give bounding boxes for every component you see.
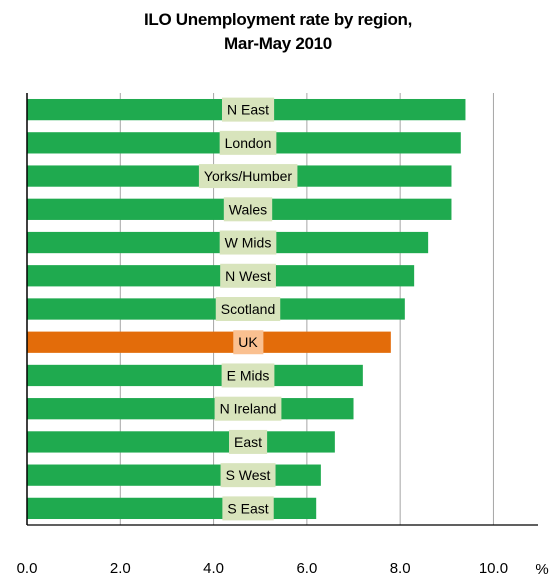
category-label: S East <box>227 500 268 516</box>
category-label: W Mids <box>225 235 272 251</box>
category-label-background <box>220 463 276 488</box>
category-label: UK <box>238 334 258 350</box>
bar-n-ireland <box>27 398 354 420</box>
category-label-background <box>222 496 274 521</box>
bar-label: W Mids <box>219 230 277 255</box>
chart-title: ILO Unemployment rate by region, Mar-May… <box>0 8 556 56</box>
category-label-background <box>233 330 264 355</box>
category-label-background <box>215 297 281 321</box>
category-label: S West <box>226 467 271 483</box>
bar-label: Wales <box>223 197 273 222</box>
chart-title-line-1: ILO Unemployment rate by region, <box>143 10 413 29</box>
bar-label: UK <box>233 330 264 355</box>
bar-label: E Mids <box>221 363 275 388</box>
bar-label: N West <box>220 263 276 288</box>
bar-uk <box>27 331 391 353</box>
bar-labels: N East London Yorks/Humber Wales W Mids N Wes… <box>198 97 298 521</box>
category-label: London <box>225 135 272 151</box>
x-tick-label: 6.0 <box>296 560 317 577</box>
category-label-background <box>220 263 276 288</box>
bar-e-mids <box>27 364 363 387</box>
bar-label: East <box>228 429 268 454</box>
category-label: East <box>234 434 262 450</box>
bar-label: London <box>219 130 277 155</box>
category-label: Yorks/Humber <box>204 168 293 184</box>
x-tick-label: 0.0 <box>17 560 38 577</box>
category-label: E Mids <box>227 367 270 383</box>
category-label-background <box>214 396 282 421</box>
bar-label: N Ireland <box>214 396 282 421</box>
bar-s-west <box>27 464 321 486</box>
category-label: N West <box>225 268 271 284</box>
bar-label: N East <box>221 97 275 122</box>
x-tick-label: 4.0 <box>203 560 224 577</box>
category-label-background <box>198 164 298 189</box>
category-label: N Ireland <box>220 401 277 417</box>
category-label-background <box>221 97 275 122</box>
bar-east <box>27 431 335 453</box>
category-label: Scotland <box>221 301 275 317</box>
bar-label: S West <box>220 463 276 488</box>
category-label: N East <box>227 102 269 118</box>
x-tick-label: 8.0 <box>390 560 411 577</box>
category-label-background <box>221 363 275 388</box>
bar-label: S East <box>222 496 274 521</box>
category-label-background <box>219 130 277 155</box>
bar-label: Yorks/Humber <box>198 164 298 189</box>
category-label: Wales <box>229 201 267 217</box>
category-label-background <box>228 429 268 454</box>
bar-label: Scotland <box>215 297 281 321</box>
x-tick-label: 10.0 <box>479 560 508 577</box>
x-tick-label: 2.0 <box>110 560 131 577</box>
axes: 0.0 2.0 4.0 6.0 8.0 10.0% <box>17 93 549 577</box>
category-label-background <box>223 197 273 222</box>
category-label-background <box>219 230 277 255</box>
chart-title-line-2: Mar-May 2010 <box>224 34 332 53</box>
x-unit-label: % <box>535 561 548 577</box>
